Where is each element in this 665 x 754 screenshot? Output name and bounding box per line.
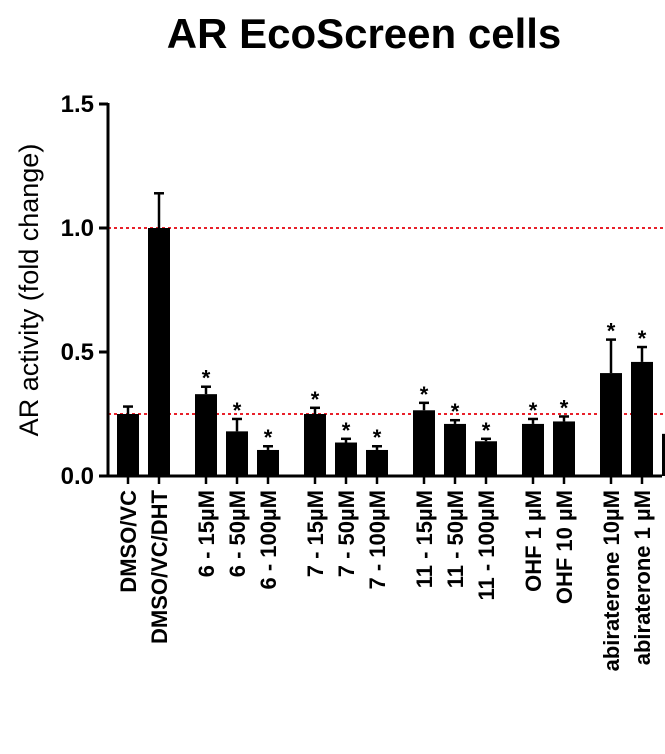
x-tick-label: 11 - 15µM <box>412 490 437 588</box>
significance-star: * <box>482 418 491 443</box>
bar <box>662 433 665 476</box>
y-tick-label: 1.0 <box>61 215 94 242</box>
x-tick-label: 7 - 100µM <box>365 490 390 590</box>
bar <box>117 414 139 476</box>
significance-star: * <box>560 395 569 420</box>
x-tick-label: OHF 10 µM <box>552 490 577 604</box>
significance-star: * <box>607 319 616 344</box>
significance-star: * <box>529 398 538 423</box>
x-tick-label: enzalutamide 10µM <box>661 490 665 691</box>
significance-star: * <box>373 425 382 450</box>
bar <box>304 414 326 476</box>
bar <box>335 442 357 476</box>
x-tick-labels: DMSO/VC DMSO/VC/DHT 6 - 15µM 6 - 50µM 6 - 10… <box>116 489 665 691</box>
significance-star: * <box>202 366 211 391</box>
bar <box>553 421 575 476</box>
x-tick-label: 11 - 100µM <box>474 490 499 601</box>
x-tick-label: 11 - 50µM <box>443 490 468 588</box>
bar <box>444 423 466 476</box>
significance-star: * <box>420 382 429 407</box>
x-tick-label: abiraterone 10µM <box>599 490 624 671</box>
bar <box>195 394 217 476</box>
bar <box>631 361 653 476</box>
y-ticks: 0.0 0.5 1.0 1.5 <box>61 91 108 490</box>
x-tick-label: 7 - 15µM <box>303 490 328 577</box>
bar <box>413 410 435 476</box>
bar <box>522 423 544 476</box>
significance-markers: ************** <box>202 319 647 451</box>
y-tick-label: 0.0 <box>61 463 94 490</box>
bar <box>148 228 170 476</box>
x-tick-label: 6 - 100µM <box>256 490 281 590</box>
y-tick-label: 1.5 <box>61 91 94 118</box>
significance-star: * <box>342 418 351 443</box>
x-tick-label: 6 - 50µM <box>225 490 250 577</box>
bar <box>600 373 622 476</box>
y-axis-label: AR activity (fold change) <box>14 144 44 437</box>
significance-star: * <box>233 398 242 423</box>
significance-star: * <box>311 387 320 412</box>
bar <box>257 449 279 476</box>
axes <box>106 103 662 484</box>
significance-star: * <box>451 399 460 424</box>
chart-title: AR EcoScreen cells <box>167 10 562 57</box>
bars <box>117 192 665 476</box>
significance-star: * <box>264 425 273 450</box>
x-tick-label: 7 - 50µM <box>334 490 359 577</box>
x-tick-label: OHF 1 µM <box>521 490 546 592</box>
y-tick-label: 0.5 <box>61 339 94 366</box>
x-tick-label: abiraterone 1 µM <box>630 490 655 665</box>
reference-lines <box>108 227 665 415</box>
x-tick-label: 6 - 15µM <box>194 490 219 577</box>
x-tick-label: DMSO/VC <box>116 490 141 593</box>
bar <box>226 431 248 476</box>
x-tick-label: DMSO/VC/DHT <box>147 489 172 644</box>
significance-star: * <box>638 326 647 351</box>
bar <box>366 449 388 476</box>
bar <box>475 441 497 476</box>
